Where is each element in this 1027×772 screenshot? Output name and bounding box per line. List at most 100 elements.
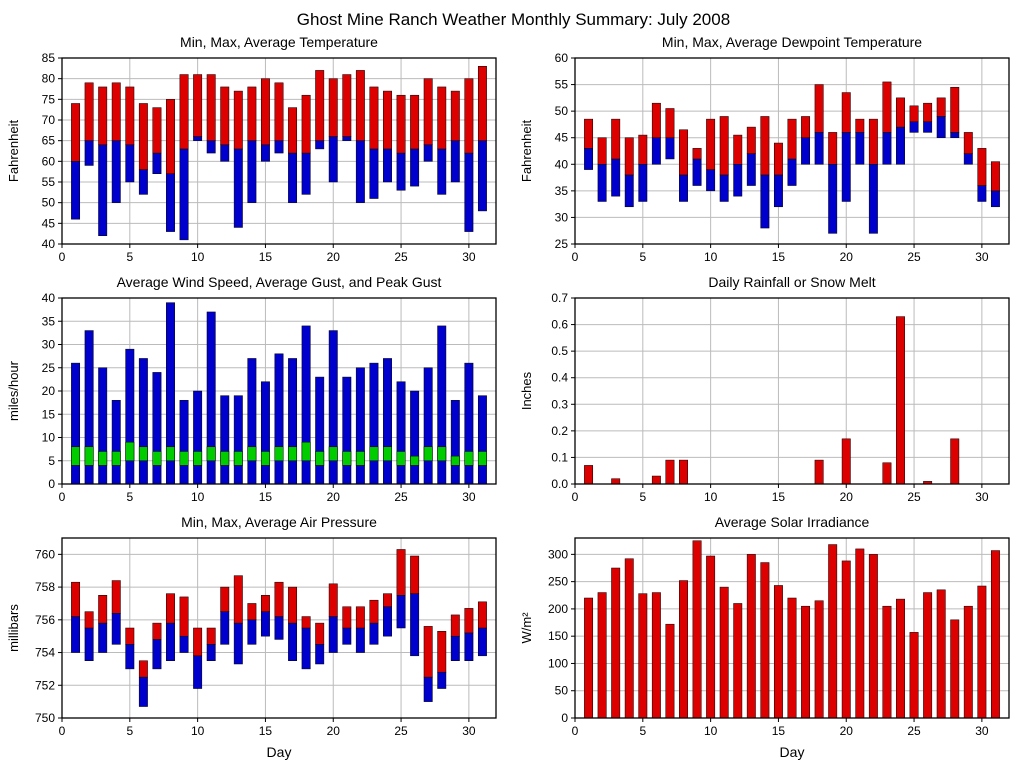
bar: [450, 635, 460, 661]
bar: [342, 74, 352, 137]
bar: [787, 118, 797, 160]
bar: [597, 137, 607, 165]
bar: [868, 164, 878, 234]
x-tick-label: 20: [840, 490, 854, 504]
y-tick-label: 0: [561, 711, 568, 725]
bar: [260, 451, 270, 466]
bar: [247, 619, 257, 645]
y-tick-label: 0.2: [551, 424, 568, 438]
axes: [571, 297, 1010, 488]
y-tick-label: 250: [548, 575, 568, 589]
x-tick-label: 30: [975, 490, 989, 504]
bar: [315, 622, 325, 645]
bar: [396, 451, 406, 466]
x-axis-label: Day: [780, 744, 805, 760]
bar: [477, 601, 487, 629]
bar: [855, 548, 865, 719]
x-tick-label: 10: [704, 490, 718, 504]
bar: [584, 597, 594, 719]
bar: [746, 554, 756, 719]
bar: [260, 78, 270, 146]
bar: [288, 152, 298, 203]
bar: [396, 381, 406, 485]
bar: [342, 606, 352, 629]
bar: [437, 148, 447, 195]
y-tick-label: 0.6: [551, 318, 568, 332]
bar: [423, 446, 433, 462]
y-tick-label: 40: [42, 237, 56, 251]
bar: [206, 74, 216, 141]
y-axis-label: Fahrenheit: [519, 120, 534, 183]
x-tick-label: 15: [772, 724, 786, 738]
bar: [977, 148, 987, 186]
bar: [166, 99, 175, 174]
bar: [638, 134, 648, 165]
bar: [355, 606, 365, 629]
bar: [71, 103, 81, 162]
bar: [138, 446, 148, 462]
bar: [383, 593, 392, 607]
bar: [692, 158, 702, 186]
bar: [166, 622, 175, 661]
bar: [936, 116, 946, 138]
bar: [990, 550, 1000, 719]
bar: [651, 137, 661, 165]
bar: [651, 475, 661, 485]
chart-solar: 0 5 10 15 20 25 30 0 50 100 150 200 250 300 Average So…: [514, 512, 1027, 764]
bar: [450, 90, 460, 141]
bar: [206, 140, 216, 154]
bar: [247, 140, 257, 203]
y-tick-label: 25: [555, 237, 569, 251]
bar: [410, 94, 420, 150]
bar: [220, 395, 230, 485]
bar: [260, 595, 270, 612]
bar: [315, 644, 325, 665]
bar: [828, 132, 838, 165]
bar: [355, 451, 365, 466]
y-tick-label: 35: [42, 314, 56, 328]
bar: [369, 622, 379, 645]
charts-grid: 0 5 10 15 20 25 30 40 45 50 55 60 65 70 75 80 85 Min, Max…: [0, 32, 1027, 764]
y-tick-label: 752: [35, 678, 55, 692]
x-tick-label: 25: [394, 490, 408, 504]
bar: [410, 390, 420, 485]
bar: [179, 596, 189, 637]
bar: [450, 140, 460, 183]
bar: [193, 74, 203, 137]
bar: [963, 153, 973, 165]
bar: [328, 78, 338, 137]
bar: [315, 70, 325, 141]
bars: [71, 302, 487, 485]
bar: [624, 558, 634, 719]
bar: [274, 82, 284, 141]
bar: [841, 132, 851, 202]
bar: [679, 459, 688, 485]
bars: [584, 540, 1000, 719]
bar: [814, 132, 824, 165]
x-tick-label: 30: [462, 490, 476, 504]
bar: [787, 158, 797, 186]
y-tick-label: 756: [35, 613, 55, 627]
bar: [328, 583, 338, 617]
axes: [571, 537, 1010, 722]
bar: [274, 616, 284, 640]
bar: [220, 611, 230, 645]
chart-svg-wind: 0 5 10 15 20 25 30 0 5 10 15 20 25 30 35 40 Average Wind…: [6, 274, 497, 504]
bar: [396, 94, 406, 154]
bar: [125, 86, 135, 146]
bar: [950, 438, 960, 485]
bar: [111, 451, 121, 466]
y-tick-label: 758: [35, 580, 55, 594]
bar: [301, 627, 311, 670]
bar: [355, 367, 365, 485]
bar: [611, 158, 621, 197]
bar: [247, 603, 257, 621]
bar: [220, 451, 230, 466]
bar: [152, 639, 162, 670]
bar: [301, 441, 311, 461]
bar: [882, 132, 892, 165]
x-tick-label: 25: [394, 250, 408, 264]
bar: [383, 446, 392, 462]
bar: [383, 90, 392, 150]
bar: [138, 103, 148, 170]
